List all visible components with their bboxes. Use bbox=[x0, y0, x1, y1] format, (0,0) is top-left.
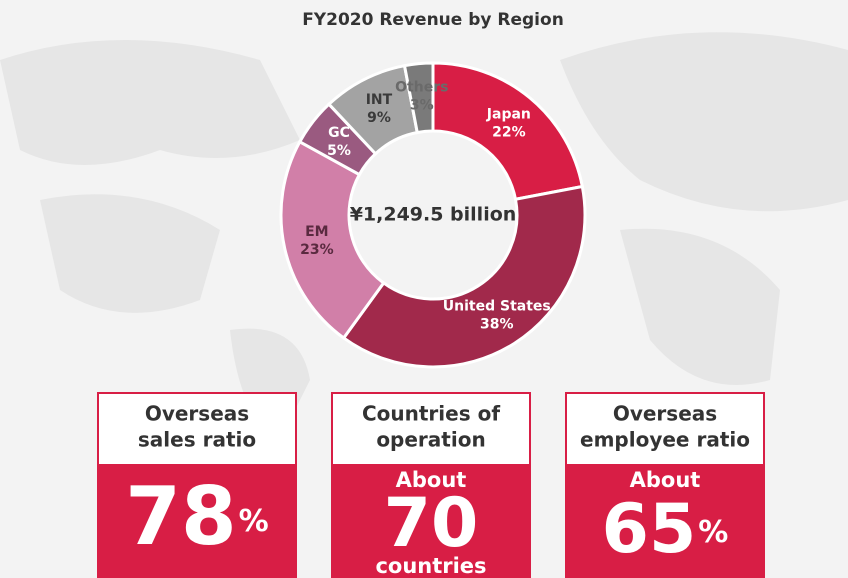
card-lead: About bbox=[396, 468, 467, 492]
card-heading: Overseas bbox=[613, 402, 717, 426]
slice-name: United States bbox=[443, 298, 551, 314]
card-heading: employee ratio bbox=[580, 428, 750, 452]
card-heading: sales ratio bbox=[138, 428, 256, 452]
card-top bbox=[565, 392, 765, 466]
chart-title: FY2020 Revenue by Region bbox=[302, 10, 564, 30]
card-lead: About bbox=[630, 468, 701, 492]
slice-name: Japan bbox=[486, 106, 531, 122]
slice-name: Others bbox=[395, 80, 448, 96]
card-unit: % bbox=[239, 504, 269, 539]
card-number-value: 78 bbox=[125, 470, 236, 563]
slice-name: GC bbox=[328, 125, 350, 141]
card-number: 70 bbox=[384, 484, 479, 563]
slice-value: 23% bbox=[300, 242, 334, 258]
card-number: 65% bbox=[602, 490, 729, 569]
slice-value: 5% bbox=[327, 143, 351, 159]
card-number-value: 70 bbox=[384, 484, 479, 563]
card-heading: operation bbox=[376, 428, 485, 452]
card-heading: Overseas bbox=[145, 402, 249, 426]
card-number: 78% bbox=[125, 470, 268, 563]
card-top bbox=[331, 392, 531, 466]
donut-slice bbox=[341, 184, 587, 369]
center-label: ¥1,249.5 billion bbox=[350, 204, 517, 226]
world-map-background bbox=[0, 32, 848, 440]
slice-value: 22% bbox=[492, 124, 526, 140]
card-heading: Countries of bbox=[362, 402, 500, 426]
slice-name: EM bbox=[305, 224, 329, 240]
donut-slice bbox=[402, 61, 435, 135]
slice-name: INT bbox=[366, 92, 393, 108]
card-bottom bbox=[97, 464, 297, 578]
donut-slice bbox=[279, 139, 386, 341]
card-bottom bbox=[331, 464, 531, 578]
slice-value: 9% bbox=[367, 110, 391, 126]
donut-slice bbox=[431, 61, 585, 202]
card-bottom bbox=[565, 464, 765, 578]
slice-value: 3% bbox=[410, 98, 434, 114]
card-number-value: 65 bbox=[602, 490, 697, 569]
card-unit: countries bbox=[375, 554, 486, 578]
card-unit: % bbox=[698, 515, 728, 550]
slice-value: 38% bbox=[480, 316, 514, 332]
donut: Japan 22% United States 38% EM 23% GC 5% INT 9%Ot… bbox=[279, 61, 587, 369]
